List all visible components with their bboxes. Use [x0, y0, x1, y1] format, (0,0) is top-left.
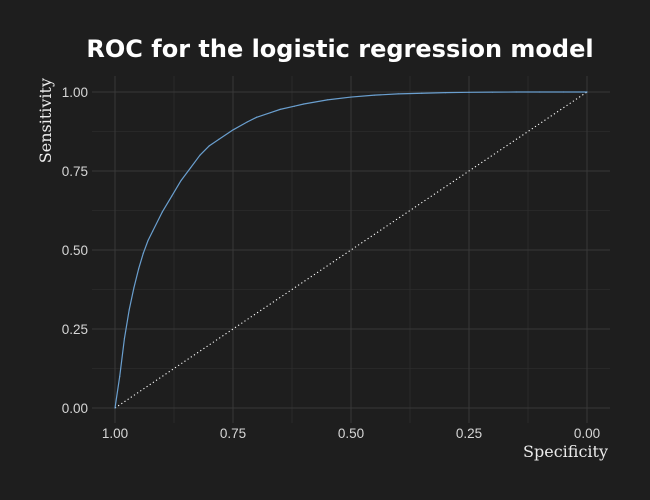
- y-tick-label-4: 1.00: [62, 85, 88, 100]
- y-tick-label-0: 0.00: [62, 401, 88, 416]
- roc-point: [218, 138, 220, 140]
- x-tick-label-4: 0.00: [574, 426, 600, 441]
- y-tick-label-2: 0.50: [62, 243, 88, 258]
- roc-point: [114, 407, 116, 409]
- roc-point: [539, 91, 541, 93]
- roc-point: [397, 93, 399, 95]
- roc-point: [152, 230, 154, 232]
- x-tick-label-0: 1.00: [102, 426, 128, 441]
- y-axis-title: Sensitivity: [36, 78, 55, 163]
- x-tick-label-3: 0.25: [456, 426, 482, 441]
- x-tick-label-2: 0.50: [338, 426, 364, 441]
- roc-point: [586, 91, 588, 93]
- y-axis-ticks: 0.00 0.25 0.50 0.75 1.00: [62, 85, 88, 416]
- roc-point: [444, 92, 446, 94]
- roc-point: [199, 154, 201, 156]
- roc-point: [468, 91, 470, 93]
- roc-point: [350, 96, 352, 98]
- roc-point: [326, 99, 328, 101]
- roc-point: [138, 268, 140, 270]
- roc-point: [123, 337, 126, 340]
- y-tick-label-3: 0.75: [62, 164, 88, 179]
- roc-point: [562, 91, 565, 93]
- roc-curve-group: [114, 91, 588, 409]
- x-tick-label-1: 0.75: [220, 426, 246, 441]
- x-axis-title: Specificity: [523, 442, 608, 461]
- roc-point: [270, 111, 272, 114]
- roc-point: [492, 91, 494, 93]
- roc-point: [161, 211, 163, 213]
- x-axis-ticks: 1.00 0.75 0.50 0.25 0.00: [102, 426, 600, 441]
- roc-point: [246, 121, 248, 123]
- roc-point: [256, 116, 258, 118]
- roc-point: [180, 179, 182, 182]
- roc-point: [147, 239, 149, 242]
- roc-point: [208, 145, 210, 147]
- roc-point: [171, 195, 173, 197]
- chart-title: ROC for the logistic regression model: [86, 35, 593, 63]
- roc-point: [133, 287, 135, 289]
- roc-point: [119, 375, 121, 377]
- roc-point: [232, 129, 234, 131]
- roc-point: [279, 108, 281, 110]
- roc-point: [374, 94, 376, 96]
- roc-point: [142, 252, 144, 254]
- grid: [92, 76, 610, 423]
- roc-point: [293, 105, 295, 107]
- roc-point: [421, 92, 423, 94]
- y-tick-label-1: 0.25: [62, 322, 88, 337]
- roc-point: [303, 103, 305, 105]
- roc-points: [114, 91, 588, 409]
- roc-point: [515, 91, 517, 93]
- roc-point: [128, 309, 130, 311]
- roc-point: [189, 167, 192, 169]
